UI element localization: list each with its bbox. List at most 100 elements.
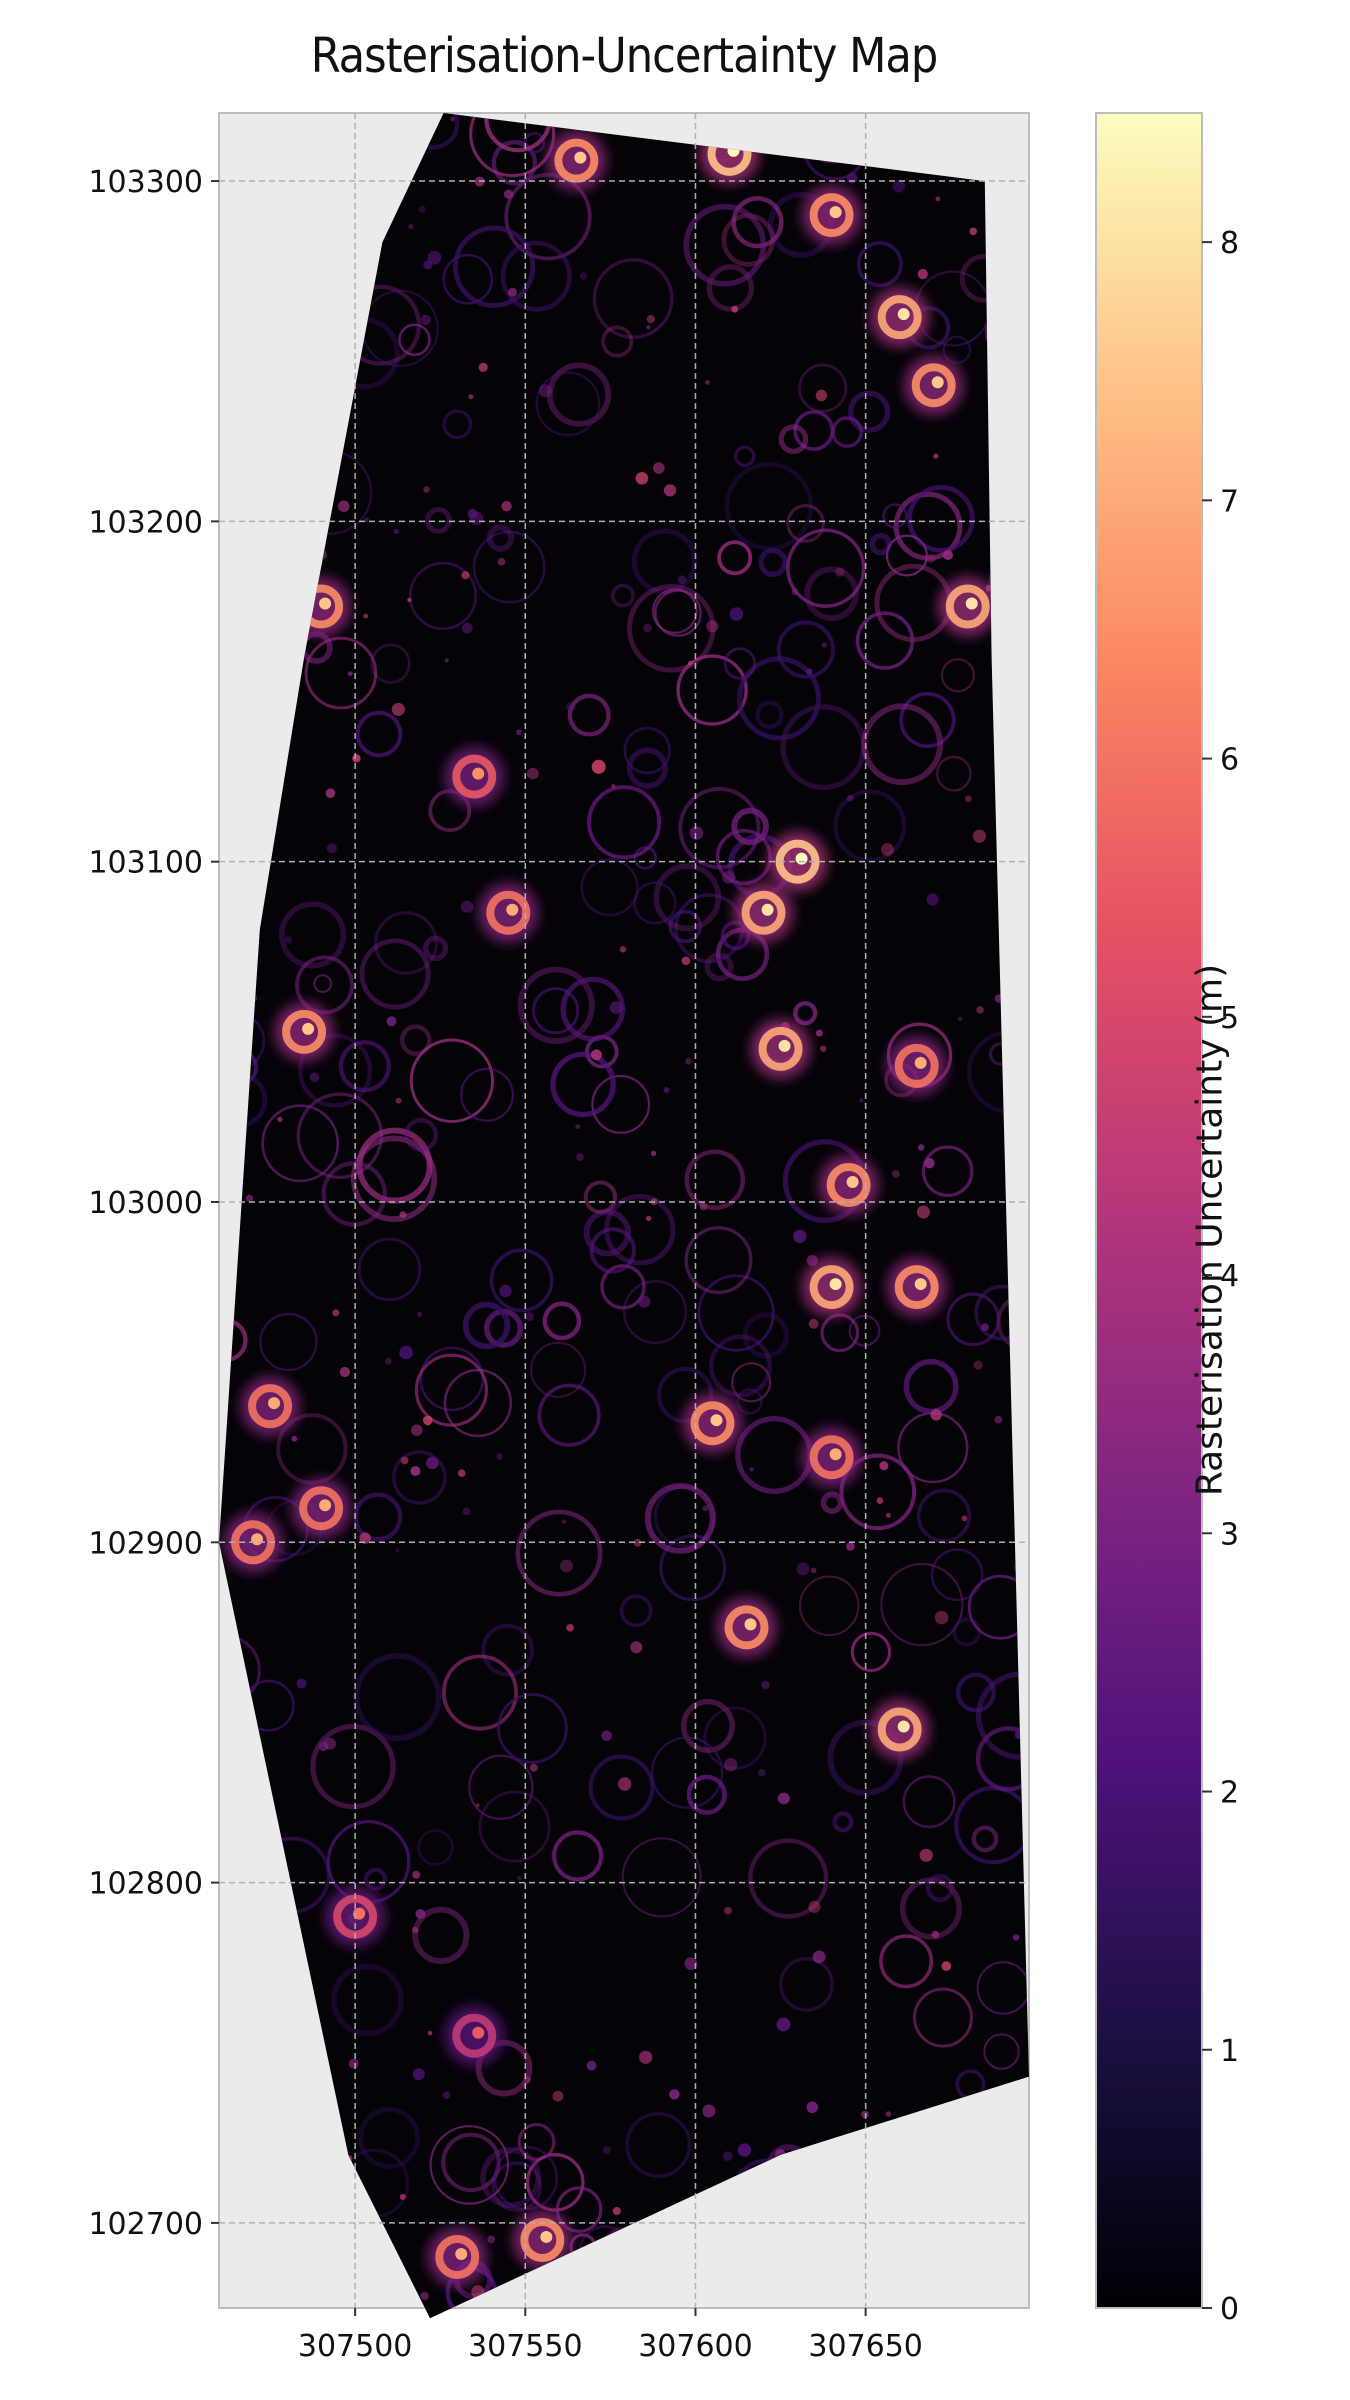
hotspot [758,1026,803,1071]
uncertainty-texture [601,325,634,358]
uncertainty-speckle [859,1098,864,1103]
uncertainty-speckle [507,287,517,297]
uncertainty-speckle [757,1768,766,1777]
uncertainty-speckle [332,1309,340,1317]
uncertainty-speckle [892,180,906,193]
uncertainty-speckle [496,1453,504,1460]
x-tick-label: 307650 [808,2329,923,2364]
uncertainty-texture [619,1594,653,1628]
uncertainty-speckle [457,1469,466,1477]
uncertainty-speckle [461,571,470,580]
hotspot-core [897,308,910,321]
uncertainty-texture [331,1963,404,2037]
uncertainty-texture [902,1775,956,1829]
uncertainty-speckle [609,1001,623,1014]
uncertainty-texture [755,700,784,729]
hotspot-core [931,376,944,389]
uncertainty-speckle [291,1435,298,1442]
uncertainty-texture [481,1623,535,1677]
uncertainty-texture [833,789,907,863]
uncertainty-texture [359,938,431,1010]
uncertainty-texture [778,424,809,454]
uncertainty-speckle [386,1016,397,1027]
uncertainty-speckle [702,1505,709,1512]
uncertainty-texture [468,1754,534,1821]
uncertainty-speckle [669,2089,680,2100]
hotspot-core [914,1056,927,1069]
uncertainty-speckle [324,1737,337,1750]
uncertainty-texture [659,1534,727,1602]
uncertainty-speckle [924,1158,935,1169]
uncertainty-texture [709,1334,772,1398]
uncertainty-texture [491,2161,543,2212]
uncertainty-texture [839,1453,917,1531]
uncertainty-texture [491,140,538,186]
uncertainty-texture [983,2033,1020,2070]
uncertainty-speckle [810,1567,817,1574]
uncertainty-texture [357,1237,422,1302]
uncertainty-speckle [724,1906,732,1915]
uncertainty-speckle [408,223,414,230]
uncertainty-texture [879,1934,934,1989]
uncertainty-texture [497,1693,568,1764]
uncertainty-texture [591,1074,651,1134]
uncertainty-speckle [618,1777,632,1791]
uncertainty-texture [504,173,592,261]
y-tick-label: 102700 [88,2207,203,2242]
uncertainty-speckle [411,1424,423,1436]
uncertainty-texture [298,1033,373,1108]
uncertainty-speckle [527,767,539,780]
uncertainty-speckle [420,314,431,325]
uncertainty-texture [363,1867,387,1891]
uncertainty-texture [560,976,626,1042]
uncertainty-texture [552,1830,604,1882]
uncertainty-speckle [722,870,736,884]
uncertainty-speckle [410,1466,421,1476]
uncertainty-speckle [724,1758,738,1772]
uncertainty-texture [472,530,546,604]
uncertainty-speckle [503,189,514,199]
uncertainty-texture [717,540,753,576]
uncertainty-speckle [820,1045,827,1052]
uncertainty-speckle [812,1950,826,1964]
uncertainty-texture [748,1838,829,1919]
uncertainty-speckle [876,1497,884,1504]
uncertainty-speckle [957,1016,963,1022]
hotspot-core [795,852,808,865]
uncertainty-speckle [586,2060,597,2071]
uncertainty-speckle [339,1366,350,1378]
y-tick-label: 102900 [88,1526,203,1561]
uncertainty-speckle [643,623,652,633]
uncertainty-texture [861,703,944,786]
colorbar [1095,112,1203,2309]
uncertainty-speckle [650,1150,657,1157]
hotspot [724,1605,769,1650]
uncertainty-speckle [412,1870,421,1879]
uncertainty-speckle [591,759,606,774]
uncertainty-speckle [525,1312,535,1322]
y-tick-label: 103100 [88,846,203,881]
uncertainty-texture [441,2132,501,2193]
uncertainty-speckle [815,1029,823,1037]
hotspot [452,2013,497,2058]
colorbar-tick-label: 5 [1220,1001,1239,1036]
hotspot-core [846,1175,859,1188]
uncertainty-speckle [646,315,655,324]
uncertainty-speckle [359,1532,371,1544]
uncertainty-texture [899,691,956,748]
uncertainty-speckle [926,553,936,563]
hotspot [826,1162,871,1207]
uncertainty-texture [786,504,825,543]
uncertainty-speckle [426,1456,439,1470]
uncertainty-texture [313,974,333,993]
uncertainty-speckle [576,1153,584,1161]
uncertainty-speckle [835,567,845,577]
uncertainty-speckle [891,1170,900,1178]
x-tick-label: 307550 [468,2329,583,2364]
uncertainty-speckle [461,900,474,913]
uncertainty-speckle [566,702,576,712]
uncertainty-speckle [677,575,687,584]
uncertainty-speckle [806,668,813,675]
hotspot [894,1043,939,1088]
hotspot-core [829,1448,842,1461]
